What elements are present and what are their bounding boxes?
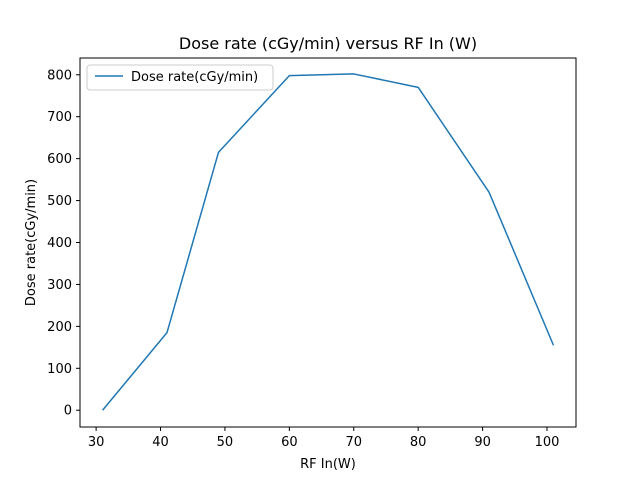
x-tick-label: 80	[410, 435, 427, 450]
y-tick-label: 300	[47, 278, 72, 293]
legend: Dose rate(cGy/min)	[86, 64, 274, 91]
y-tick-label: 600	[47, 152, 72, 167]
x-tick-label: 60	[281, 435, 298, 450]
x-tick-label: 30	[88, 435, 105, 450]
y-tick-label: 400	[47, 236, 72, 251]
y-tick-label: 0	[64, 404, 72, 419]
y-axis-ticks: 0 100 200 300 400 500 600 700 800	[47, 68, 80, 419]
y-tick-label: 500	[47, 194, 72, 209]
legend-label: Dose rate(cGy/min)	[131, 70, 258, 85]
x-tick-label: 50	[217, 435, 234, 450]
series-layer	[101, 73, 555, 411]
y-tick-label: 800	[47, 68, 72, 83]
y-tick-label: 200	[47, 320, 72, 335]
y-axis-label: Dose rate(cGy/min)	[24, 179, 39, 306]
chart-title: Dose rate (cGy/min) versus RF In (W)	[179, 34, 477, 53]
x-tick-label: 70	[345, 435, 362, 450]
x-tick-label: 90	[474, 435, 491, 450]
y-tick-label: 100	[47, 362, 72, 377]
series-line	[101, 73, 555, 411]
x-tick-label: 40	[152, 435, 169, 450]
x-axis-label: RF In(W)	[300, 457, 356, 472]
x-tick-label: 100	[535, 435, 560, 450]
x-axis-ticks: 30 40 50 60 70 80 90 100	[88, 427, 560, 450]
legend-box	[86, 64, 274, 91]
y-tick-label: 700	[47, 110, 72, 125]
